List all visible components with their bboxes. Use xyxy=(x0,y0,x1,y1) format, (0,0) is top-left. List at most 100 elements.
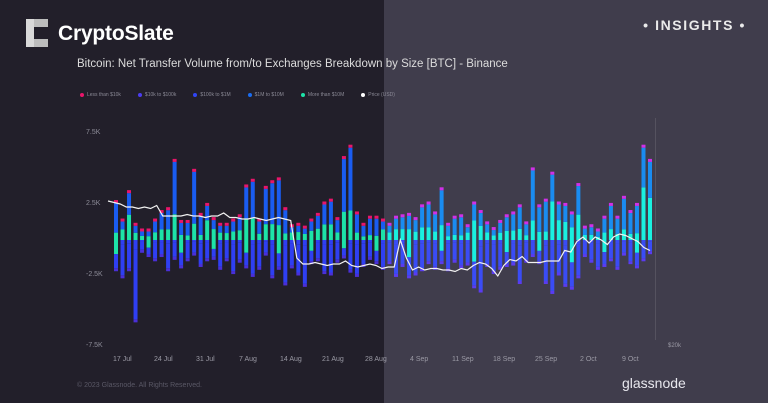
legend-label: $10k to $100k xyxy=(144,92,177,98)
bar-segment xyxy=(537,204,542,208)
bar-segment xyxy=(530,167,535,171)
bar-segment xyxy=(641,240,646,243)
bar-segment xyxy=(127,190,132,194)
bar-segment xyxy=(459,240,464,244)
bar-segment xyxy=(198,234,203,240)
legend-item[interactable]: $1M to $10M xyxy=(247,92,284,98)
bar-segment xyxy=(550,174,555,202)
legend-item[interactable]: $100k to $1M xyxy=(193,92,231,98)
bar-segment xyxy=(205,240,210,243)
copyright-text: © 2023 Glassnode. All Rights Reserved. xyxy=(77,382,203,389)
bar-segment xyxy=(407,257,412,276)
bar-segment xyxy=(556,220,561,240)
bar-segment xyxy=(608,205,613,230)
bar-segment xyxy=(608,202,613,206)
bar-segment xyxy=(407,229,412,240)
bar-segment xyxy=(328,224,333,240)
bar-segment xyxy=(452,215,457,219)
bar-segment xyxy=(374,240,379,251)
bar-segment xyxy=(485,221,490,225)
bar-segment xyxy=(322,204,327,225)
bar-segment xyxy=(140,235,145,240)
bar-segment xyxy=(446,236,451,240)
bar-segment xyxy=(608,242,613,259)
bar-segment xyxy=(498,222,503,233)
bar-segment xyxy=(426,204,431,228)
bar-segment xyxy=(511,211,516,215)
bar-segment xyxy=(159,240,164,243)
bar-segment xyxy=(641,144,646,148)
bar-segment xyxy=(387,222,392,226)
bar-segment xyxy=(270,275,275,279)
bar-segment xyxy=(263,185,268,189)
bar-segment xyxy=(511,230,516,240)
bar-segment xyxy=(335,242,340,260)
bar-segment xyxy=(504,252,509,264)
bar-segment xyxy=(263,240,268,242)
bar-segment xyxy=(276,253,281,267)
bar-segment xyxy=(185,240,190,243)
bar-segment xyxy=(381,229,385,240)
bar-segment xyxy=(400,243,405,264)
bar-segment xyxy=(289,232,294,240)
bar-segment xyxy=(192,168,197,172)
bar-segment xyxy=(517,281,522,285)
bar-segment xyxy=(289,243,294,266)
bar-segment xyxy=(153,240,158,243)
bar-segment xyxy=(452,259,457,263)
legend-item[interactable]: More than $10M xyxy=(300,92,344,98)
bar-segment xyxy=(276,177,281,181)
bar-segment xyxy=(218,266,223,270)
bar-segment xyxy=(465,262,470,266)
bar-segment xyxy=(576,186,581,215)
bar-segment xyxy=(315,228,320,240)
bar-segment xyxy=(328,198,333,202)
bar-segment xyxy=(231,244,236,272)
bar-segment xyxy=(511,240,516,244)
bar-segment xyxy=(543,198,548,202)
legend-item[interactable]: Price (USD) xyxy=(361,92,395,98)
x-tick-label: 24 Jul xyxy=(154,356,173,363)
legend-item[interactable]: $10k to $100k xyxy=(137,92,177,98)
bar-segment xyxy=(166,207,171,211)
bar-segment xyxy=(648,251,652,255)
bar-segment xyxy=(341,159,346,212)
bar-segment xyxy=(394,215,399,219)
bar-segment xyxy=(550,246,555,291)
bar-segment xyxy=(413,244,418,273)
bar-segment xyxy=(387,240,392,243)
legend-dot-icon xyxy=(193,93,198,97)
bar-segment xyxy=(211,229,216,240)
bar-segment xyxy=(439,187,444,191)
bar-segment xyxy=(120,218,125,222)
legend-label: $1M to $10M xyxy=(254,92,284,98)
bar-segment xyxy=(524,221,529,225)
bar-segment xyxy=(517,204,522,208)
bar-segment xyxy=(140,249,145,253)
bar-segment xyxy=(608,229,613,240)
bar-segment xyxy=(465,243,470,263)
bar-segment xyxy=(257,240,262,244)
bar-segment xyxy=(407,215,412,230)
bar-segment xyxy=(211,248,216,257)
bar-segment xyxy=(615,233,620,240)
y-tick-label: 2.5K xyxy=(86,200,101,207)
bar-segment xyxy=(205,258,210,262)
bar-segment xyxy=(296,232,301,240)
bar-segment xyxy=(439,261,444,265)
bar-segment xyxy=(563,240,568,246)
bar-segment xyxy=(543,231,548,240)
bar-segment xyxy=(537,207,542,232)
bar-segment xyxy=(602,263,607,267)
bar-segment xyxy=(381,240,385,244)
bar-segment xyxy=(387,261,392,265)
bar-segment xyxy=(543,245,548,282)
bar-segment xyxy=(485,232,490,240)
bar-segment xyxy=(465,224,470,228)
bar-segment xyxy=(120,244,125,276)
bar-segment xyxy=(394,273,399,277)
bar-segment xyxy=(615,266,620,270)
legend-item[interactable]: Less than $10k xyxy=(80,92,121,98)
bar-segment xyxy=(224,240,229,243)
